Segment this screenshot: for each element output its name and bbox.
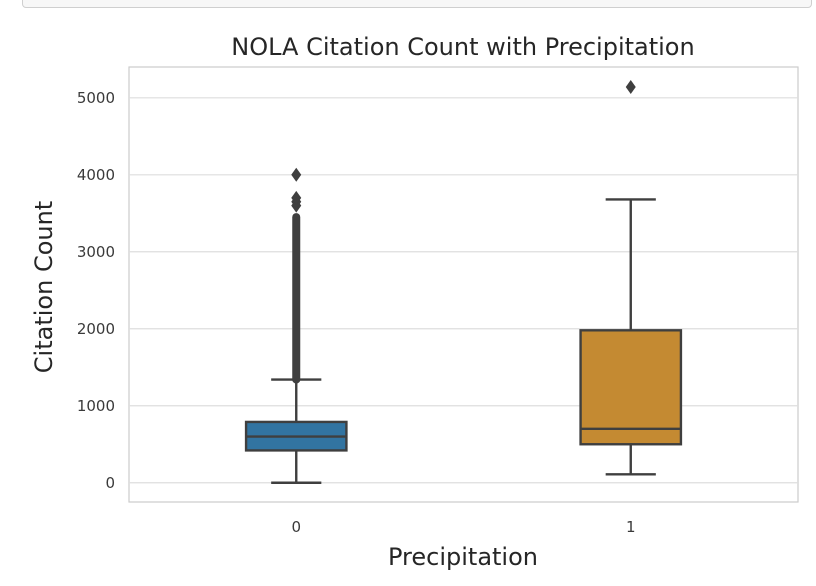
y-tick-label: 3000 (77, 243, 115, 261)
box-group (244, 167, 348, 484)
y-tick-labels: 0 1000 2000 3000 4000 5000 (77, 89, 115, 492)
boxes (244, 80, 683, 484)
chart-title: NOLA Citation Count with Precipitation (231, 33, 694, 61)
plot-area (128, 66, 799, 503)
y-tick-label: 5000 (77, 89, 115, 107)
y-tick-label: 4000 (77, 166, 115, 184)
iqr-box (579, 329, 683, 446)
grid-lines (129, 97, 798, 484)
outlier-point (291, 167, 302, 182)
box-group (579, 80, 683, 476)
x-axis-label: Precipitation (388, 543, 538, 571)
y-axis-label: Citation Count (30, 201, 58, 373)
y-tick-label: 1000 (77, 397, 115, 415)
x-tick-label: 1 (626, 518, 636, 536)
notebook-cell-edge (22, 0, 812, 8)
y-tick-label: 2000 (77, 320, 115, 338)
x-tick-label: 0 (291, 518, 301, 536)
outlier-point (625, 80, 636, 95)
outlier-point (291, 190, 302, 205)
y-tick-label: 0 (105, 474, 115, 492)
